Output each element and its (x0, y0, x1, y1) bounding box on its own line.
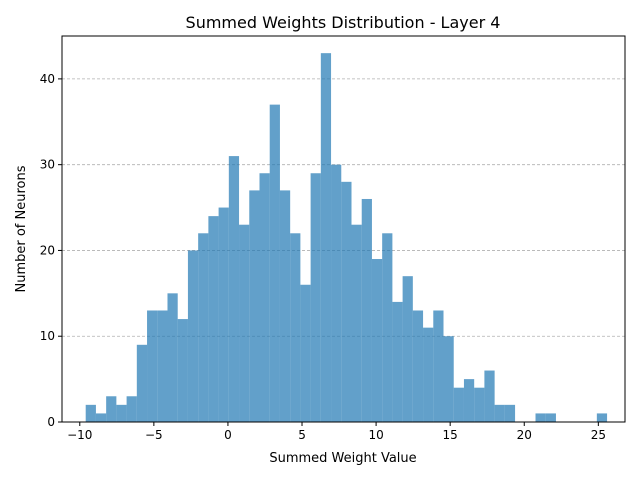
histogram-bar (249, 190, 260, 422)
histogram-bar (147, 310, 158, 422)
histogram-bar (116, 404, 127, 422)
histogram-bar (545, 413, 556, 422)
y-tick-label: 30 (40, 158, 55, 172)
x-tick-label: 0 (224, 428, 232, 442)
histogram-bar (85, 404, 96, 422)
x-tick-label: −5 (145, 428, 163, 442)
histogram-bar (474, 387, 485, 422)
x-axis-label: Summed Weight Value (269, 451, 416, 466)
histogram-bar (320, 53, 332, 423)
histogram-bar (157, 310, 168, 422)
histogram-bar (412, 310, 424, 422)
y-tick-label: 0 (47, 415, 55, 429)
histogram-bar (402, 276, 413, 422)
histogram-bar (300, 284, 311, 422)
histogram-bar (433, 310, 444, 422)
histogram-bar (269, 104, 280, 422)
x-tick-label: 25 (591, 428, 606, 442)
y-axis-label: Number of Neurons (14, 165, 29, 292)
x-axis-ticks: −10 −5 0 5 10 15 20 25 (67, 422, 606, 442)
x-tick-label: 10 (368, 428, 383, 442)
histogram-bar (423, 327, 434, 422)
y-tick-label: 40 (40, 72, 55, 86)
histogram-bar (484, 370, 495, 422)
histogram-bar (95, 413, 107, 422)
histogram-bar (463, 379, 475, 422)
x-tick-label: 15 (443, 428, 458, 442)
y-tick-label: 20 (40, 243, 55, 257)
histogram-bars (85, 53, 608, 423)
histogram-bar (198, 233, 209, 422)
y-axis-ticks: 0 10 20 30 40 (40, 72, 62, 429)
histogram-bar (494, 404, 505, 422)
y-tick-label: 10 (40, 329, 55, 343)
histogram-bar (371, 259, 383, 422)
histogram-bar (361, 198, 372, 422)
histogram-bar (382, 233, 393, 422)
histogram-bar (310, 173, 321, 422)
plot-frame (61, 35, 626, 423)
histogram-bar (504, 404, 516, 422)
histogram-bar (187, 250, 199, 422)
histogram-bar (167, 293, 178, 422)
histogram-bar (392, 301, 403, 422)
histogram-bar (596, 413, 608, 422)
histogram-bar (208, 216, 219, 422)
histogram-bar (341, 181, 352, 422)
histogram-bar (218, 207, 229, 422)
histogram-bar (290, 233, 301, 422)
histogram-bar (228, 156, 240, 423)
histogram-bar (126, 396, 137, 422)
histogram-bar (279, 190, 291, 422)
histogram-bar (351, 224, 362, 422)
chart-title: Summed Weights Distribution - Layer 4 (186, 13, 501, 32)
histogram-bar (535, 413, 546, 422)
histogram-bar (443, 336, 454, 422)
histogram-bar (106, 396, 117, 422)
histogram-bar (331, 164, 342, 422)
x-tick-label: 5 (298, 428, 306, 442)
x-tick-label: 20 (517, 428, 532, 442)
x-tick-label: −10 (67, 428, 92, 442)
histogram-bar (136, 344, 148, 422)
histogram-bar (239, 224, 250, 422)
histogram-bar (259, 173, 270, 422)
histogram-bar (177, 319, 188, 422)
histogram-bar (453, 387, 464, 422)
